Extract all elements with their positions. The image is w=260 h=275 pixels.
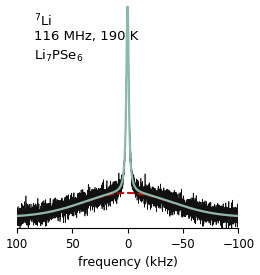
X-axis label: frequency (kHz): frequency (kHz)	[77, 257, 178, 269]
Text: 116 MHz, 190 K: 116 MHz, 190 K	[34, 30, 139, 43]
Text: Li$_7$PSe$_6$: Li$_7$PSe$_6$	[34, 48, 84, 64]
Text: $^{7}$Li: $^{7}$Li	[34, 12, 53, 29]
